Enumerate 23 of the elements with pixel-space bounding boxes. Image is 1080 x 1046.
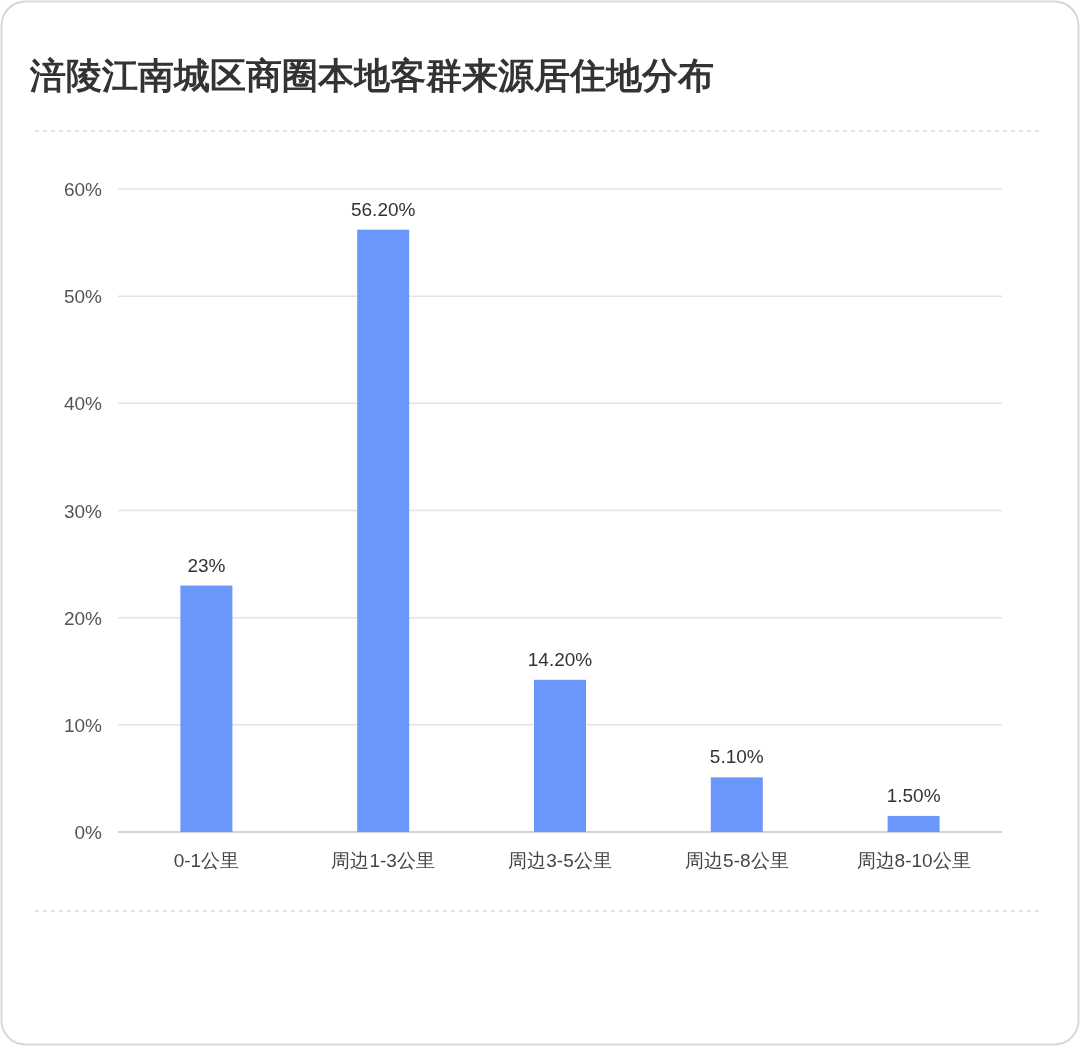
- data-label: 23%: [187, 554, 226, 576]
- y-tick-label: 40%: [63, 393, 103, 415]
- data-label: 14.20%: [527, 648, 593, 670]
- bar: [357, 229, 410, 832]
- data-label: 56.20%: [350, 198, 416, 220]
- x-tick-label: 周边5-8公里: [685, 850, 789, 871]
- data-label: 1.50%: [886, 784, 941, 806]
- y-tick-label: 10%: [63, 714, 103, 736]
- y-tick-label: 30%: [63, 500, 103, 522]
- bar: [887, 815, 940, 832]
- chart-title: 涪陵江南城区商圈本地客群来源居住地分布: [29, 55, 714, 96]
- bar: [534, 679, 586, 832]
- x-tick-label: 0-1公里: [173, 850, 240, 871]
- x-tick-label: 周边3-5公里: [508, 850, 612, 871]
- y-tick-label: 60%: [63, 179, 103, 200]
- y-tick-label: 0%: [74, 822, 103, 843]
- bar: [710, 777, 763, 832]
- data-label: 5.10%: [709, 746, 764, 768]
- x-tick-label: 周边8-10公里: [856, 850, 971, 871]
- y-tick-label: 20%: [63, 607, 103, 629]
- bar: [180, 585, 233, 832]
- x-tick-label: 周边1-3公里: [331, 850, 435, 871]
- y-tick-label: 50%: [63, 286, 103, 308]
